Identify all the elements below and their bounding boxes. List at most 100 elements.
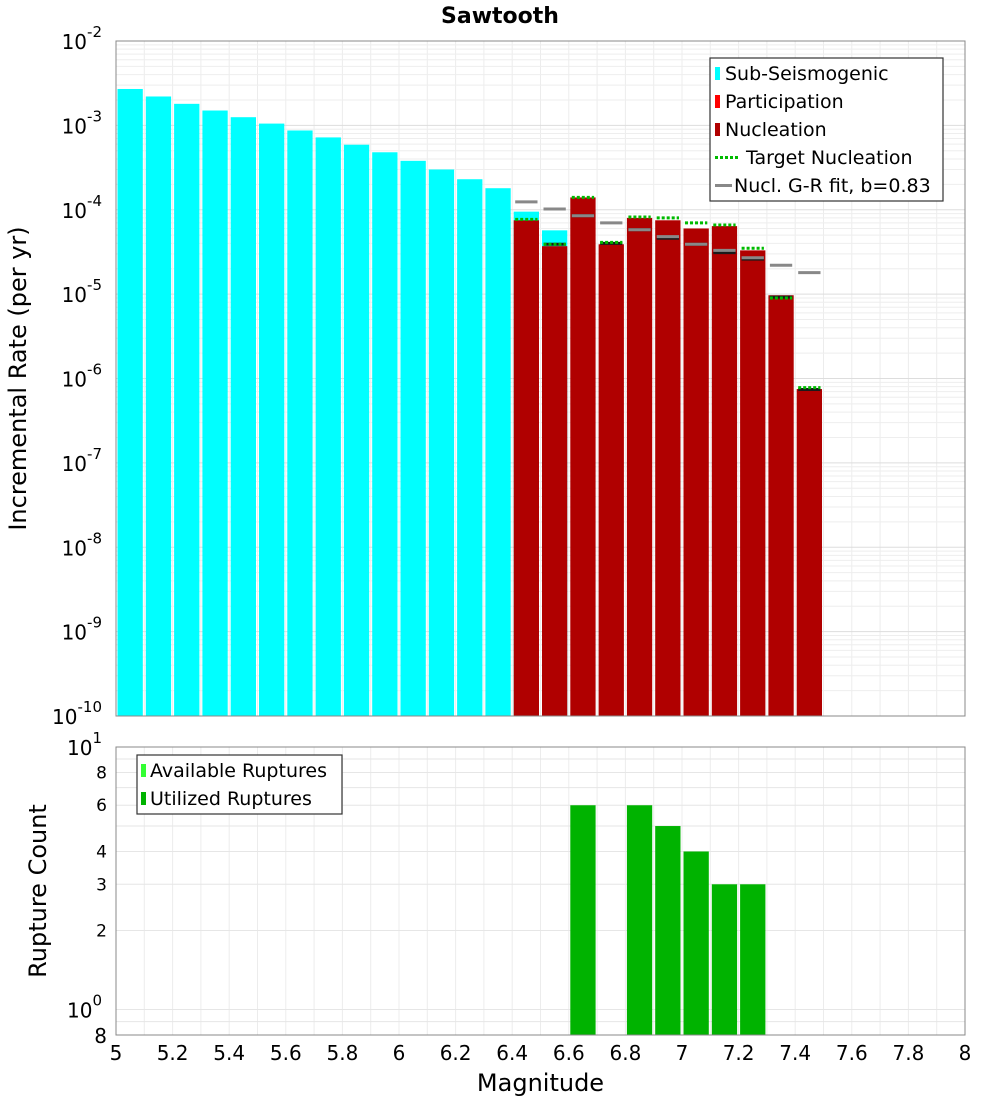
- x-tick-label: 5: [110, 1041, 123, 1065]
- count-y-minor-tick-label: 6: [96, 796, 107, 816]
- utilized-ruptures-bar: [683, 851, 709, 1035]
- rate-line-markers: [515, 195, 821, 392]
- x-tick-label: 7: [676, 1041, 689, 1065]
- x-tick-label: 6: [393, 1041, 406, 1065]
- count-y-minor-tick-label: 3: [96, 875, 107, 895]
- sub-seismogenic-bar: [117, 88, 143, 716]
- x-tick-label: 6.2: [440, 1041, 472, 1065]
- count-bars: [570, 805, 766, 1035]
- sub-seismogenic-bar: [174, 103, 200, 717]
- count-plot-frame: [115, 746, 966, 1036]
- legend-entry: Target Nucleation: [715, 147, 913, 169]
- count-panel: 100 101 8 2 3 4 6 8 5 5.2 5.4 5.6 5.8 6 6.2 6.4 6.6 6.8 7…: [24, 729, 971, 1097]
- legend-label: Utilized Ruptures: [150, 788, 312, 810]
- sub-seismogenic-bar: [315, 137, 341, 716]
- sub-seismogenic-bar: [485, 188, 511, 717]
- nucleation-bar: [542, 246, 568, 716]
- count-y-major-tick-label: 101: [67, 729, 102, 760]
- rate-y-tick-label: 10-6: [62, 361, 102, 392]
- x-tick-label: 6.6: [553, 1041, 585, 1065]
- legend-entry: Available Ruptures: [141, 760, 327, 782]
- count-y-minor-tick-label: 4: [96, 842, 107, 862]
- sub-seismogenic-bar: [457, 179, 483, 716]
- legend-entry: Nucl. G-R fit, b=0.83: [715, 175, 931, 197]
- legend-label: Target Nucleation: [745, 147, 913, 169]
- sub-seismogenic-bar: [287, 130, 313, 717]
- nucleation-bar: [683, 228, 709, 716]
- nucleation-bar: [513, 220, 539, 717]
- rate-y-tick-label: 10-2: [62, 23, 102, 54]
- sub-seismogenic-bar: [343, 144, 370, 717]
- rate-plot-frame: [115, 40, 966, 717]
- utilized-ruptures-bar: [740, 884, 766, 1035]
- x-axis-label: Magnitude: [477, 1069, 604, 1097]
- rate-legend-box: [709, 57, 944, 202]
- legend-swatch: [715, 123, 720, 136]
- rate-y-tick-label: 10-3: [62, 107, 102, 138]
- legend-label: Nucl. G-R fit, b=0.83: [734, 175, 931, 197]
- nucleation-bar: [740, 250, 766, 717]
- legend-label: Nucleation: [725, 119, 827, 141]
- rate-y-tick-label: 10-10: [52, 698, 102, 729]
- x-tick-label: 7.4: [779, 1041, 811, 1065]
- legend-label: Sub-Seismogenic: [725, 63, 889, 85]
- count-y-major-tick-label: 100: [67, 992, 102, 1023]
- utilized-ruptures-bar: [655, 826, 681, 1035]
- legend-entry: Sub-Seismogenic: [715, 63, 889, 85]
- legend-entry: Utilized Ruptures: [141, 788, 312, 810]
- legend-entry: Participation: [715, 91, 844, 113]
- legend-label: Participation: [725, 91, 844, 113]
- rate-y-tick-label: 10-9: [62, 614, 102, 645]
- x-tick-label: 6.4: [496, 1041, 528, 1065]
- sub-seismogenic-bar: [145, 96, 172, 716]
- x-tick-label: 8: [959, 1041, 972, 1065]
- count-y-minor-tick-label: 8: [94, 1024, 107, 1048]
- sub-seismogenic-bar: [259, 123, 285, 716]
- sub-seismogenic-bar: [202, 110, 228, 716]
- nucleation-bar: [626, 217, 653, 716]
- x-tick-label: 5.4: [213, 1041, 245, 1065]
- sub-seismogenic-bar: [400, 160, 426, 717]
- count-legend: Available Ruptures Utilized Ruptures: [136, 754, 343, 815]
- rate-y-axis-label: Incremental Rate (per yr): [4, 226, 32, 530]
- rate-legend: Sub-Seismogenic Participation Nucleation Ta…: [709, 57, 944, 202]
- count-y-ticks: 100 101 8 2 3 4 6 8: [67, 729, 107, 1048]
- rate-y-ticks: 10-10 10-9 10-8 10-7 10-6 10-5 10-4 10-3 10-2: [52, 23, 102, 729]
- x-tick-label: 6.8: [609, 1041, 641, 1065]
- legend-swatch: [715, 67, 720, 80]
- nucleation-bar: [655, 220, 681, 717]
- nucleation-bar: [711, 226, 738, 716]
- legend-swatch: [141, 764, 146, 777]
- sub-seismogenic-bar: [372, 152, 398, 716]
- rate-y-tick-label: 10-8: [62, 529, 102, 560]
- nucleation-bar: [570, 197, 596, 717]
- rate-panel: 10-10 10-9 10-8 10-7 10-6 10-5 10-4 10-3 10-2 In…: [4, 23, 966, 729]
- rate-y-tick-label: 10-7: [62, 445, 102, 476]
- sub-seismogenic-bar: [428, 169, 455, 716]
- legend-entry: Nucleation: [715, 119, 827, 141]
- x-tick-label: 5.6: [270, 1041, 302, 1065]
- count-y-minor-tick-label: 2: [96, 922, 107, 942]
- nucleation-bar: [796, 389, 822, 716]
- count-y-axis-label: Rupture Count: [24, 804, 52, 978]
- utilized-ruptures-bar: [626, 805, 653, 1035]
- rate-bars: [117, 88, 822, 717]
- rate-y-tick-label: 10-5: [62, 276, 102, 307]
- x-tick-label: 7.8: [892, 1041, 924, 1065]
- utilized-ruptures-bar: [570, 805, 596, 1035]
- count-legend-box: [136, 754, 343, 815]
- nucleation-bar: [768, 295, 794, 716]
- count-y-minor-tick-label: 8: [96, 763, 107, 783]
- chart-title: Sawtooth: [441, 4, 559, 29]
- legend-swatch: [715, 95, 720, 108]
- legend-label: Available Ruptures: [150, 760, 327, 782]
- legend-swatch: [141, 792, 146, 805]
- x-axis-ticks: 5 5.2 5.4 5.6 5.8 6 6.2 6.4 6.6 6.8 7 7.2 7.4 7.6 7.8 8: [110, 1041, 972, 1065]
- x-tick-label: 7.6: [836, 1041, 868, 1065]
- rate-y-tick-label: 10-4: [62, 192, 102, 223]
- utilized-ruptures-bar: [711, 884, 738, 1035]
- nucleation-bar: [598, 244, 624, 717]
- x-tick-label: 5.8: [326, 1041, 358, 1065]
- x-tick-label: 5.2: [157, 1041, 189, 1065]
